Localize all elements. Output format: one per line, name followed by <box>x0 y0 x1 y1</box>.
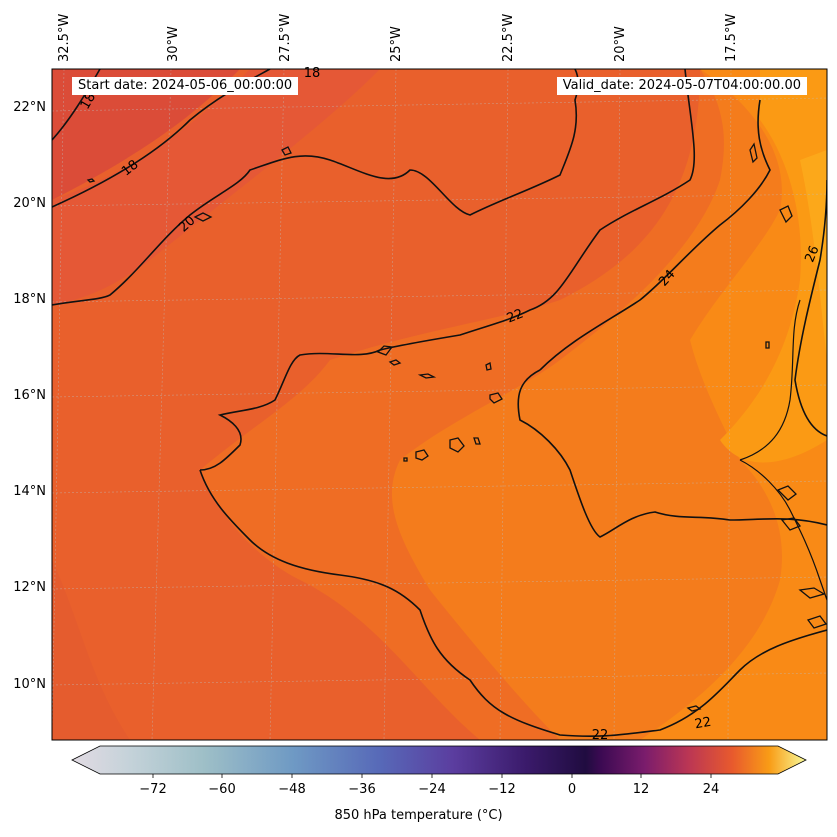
lat-label-10n: 10°N <box>13 677 46 692</box>
contour-label-22-mid: 22 <box>505 306 526 326</box>
contour-label-16-corner: 18 <box>78 90 99 112</box>
lon-label-30w: 30°W <box>166 26 181 62</box>
colorbar-tick-marks <box>152 774 712 778</box>
contour-label-18-top: 18 <box>304 66 321 81</box>
cbar-tick-minus12: −12 <box>488 782 515 797</box>
lat-label-12n: 12°N <box>13 580 46 595</box>
islands <box>86 142 827 712</box>
cbar-tick-12: 12 <box>633 782 650 797</box>
contour-label-26: 26 <box>802 244 822 265</box>
cbar-tick-minus48: −48 <box>278 782 305 797</box>
cbar-tick-minus24: −24 <box>418 782 445 797</box>
lon-label-17-5w: 17.5°W <box>724 14 739 62</box>
lat-label-22n: 22°N <box>13 100 46 115</box>
latitude-labels: 22°N 20°N 18°N 16°N 14°N 12°N 10°N <box>13 100 46 692</box>
map-frame <box>51 68 828 741</box>
longitude-labels: 32.5°W 30°W 27.5°W 25°W 22.5°W 20°W 17.5… <box>57 14 739 62</box>
valid-date-label: Valid_date: 2024-05-07T04:00:00.00 <box>556 77 807 95</box>
colorbar-title: 850 hPa temperature (°C) <box>334 808 503 823</box>
cbar-tick-minus36: −36 <box>348 782 375 797</box>
lon-label-22-5w: 22.5°W <box>501 14 516 62</box>
colorbar: −72 −60 −48 −36 −24 −12 0 12 24 <box>71 745 807 797</box>
colorbar-tick-labels: −72 −60 −48 −36 −24 −12 0 12 24 <box>139 782 719 797</box>
cbar-tick-minus72: −72 <box>139 782 166 797</box>
lon-label-27-5w: 27.5°W <box>278 14 293 62</box>
lat-label-14n: 14°N <box>13 484 46 499</box>
temperature-field <box>52 69 827 740</box>
lat-label-20n: 20°N <box>13 196 46 211</box>
cbar-tick-24: 24 <box>703 782 720 797</box>
cbar-tick-minus60: −60 <box>208 782 235 797</box>
cbar-tick-0: 0 <box>568 782 576 797</box>
contour-label-22-se: 22 <box>694 715 713 733</box>
lon-label-20w: 20°W <box>613 26 628 62</box>
lon-label-25w: 25°W <box>389 26 404 62</box>
contour-label-22-south: 22 <box>592 728 609 743</box>
lat-label-18n: 18°N <box>13 292 46 307</box>
graticule <box>52 69 827 740</box>
start-date-label: Start date: 2024-05-06_00:00:00 <box>72 77 299 95</box>
lon-label-32-5w: 32.5°W <box>57 14 72 62</box>
lat-label-16n: 16°N <box>13 388 46 403</box>
